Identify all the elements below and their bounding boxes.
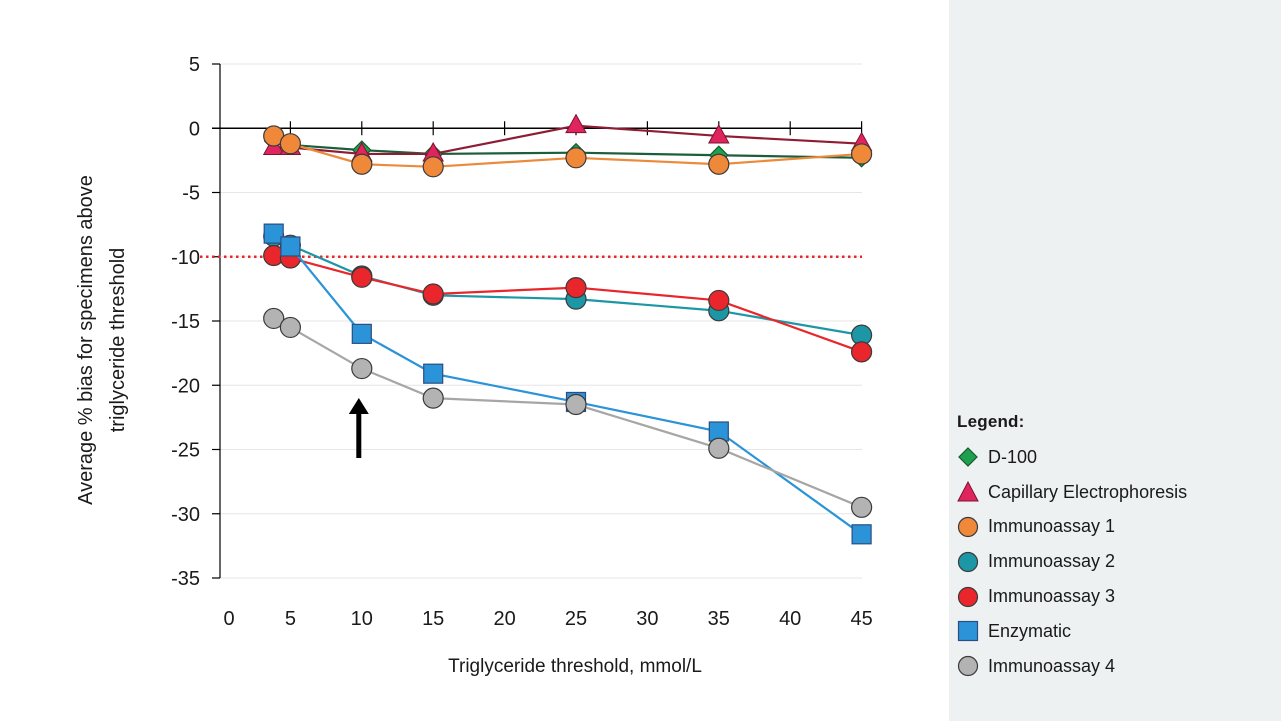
circle-icon: [957, 656, 979, 677]
x-tick-label: 0: [223, 608, 234, 630]
data-point: [708, 289, 730, 312]
gridlines: [212, 63, 862, 579]
y-tick-label: -20: [171, 375, 200, 397]
legend-items: D-100 Capillary Electrophoresis Immunoassa…: [957, 440, 1277, 684]
legend-label: Immunoassay 4: [988, 655, 1116, 676]
legend-label: D-100: [988, 446, 1038, 467]
legend-marker: [957, 621, 979, 642]
series-immunoassay-4: [263, 307, 873, 518]
legend-marker: [958, 447, 978, 468]
series-immunoassay-1: [263, 125, 873, 178]
y-tick-label: -5: [182, 183, 200, 205]
legend-marker: [957, 586, 979, 607]
data-point: [850, 496, 873, 518]
y-tick-label: -35: [171, 568, 200, 590]
legend-label: Immunoassay 1: [988, 516, 1116, 537]
data-point: [263, 307, 285, 330]
x-tick-label: 15: [422, 608, 444, 630]
y-axis-title-line: Average % bias for specimens above: [75, 175, 97, 505]
legend-marker: [957, 516, 979, 538]
y-tick-label: 5: [189, 54, 200, 76]
x-tick-label: 20: [493, 608, 515, 630]
legend-item: Immunoassay 1: [957, 510, 1277, 545]
annotation-group: [348, 398, 369, 458]
data-point: [565, 113, 587, 134]
data-point: [565, 147, 587, 169]
data-point: [565, 393, 587, 416]
data-point: [422, 283, 444, 305]
x-axis-title: Triglyceride threshold, mmol/L: [448, 656, 702, 677]
line-chart: 5 0 -5 -10 -15 -20 -25 -30 -35 0 5 10 15 20 25 30 35 40 45…: [75, 54, 873, 677]
data-point: [708, 437, 730, 459]
legend-label: Capillary Electrophoresis: [988, 481, 1188, 502]
x-tick-label: 30: [636, 608, 658, 630]
x-tick-label: 45: [850, 608, 872, 630]
data-point: [279, 316, 301, 339]
y-tick-label: -10: [171, 247, 200, 269]
data-point: [423, 363, 444, 384]
legend-item: Immunoassay 4: [957, 649, 1277, 684]
legend-label: Immunoassay 3: [988, 586, 1116, 607]
chart-panel: 5 0 -5 -10 -15 -20 -25 -30 -35 0 5 10 15 20 25 30 35 40 45…: [0, 0, 949, 721]
circle-icon: [957, 586, 979, 607]
x-tick-label: 25: [565, 608, 587, 630]
legend-title: Legend:: [957, 412, 1025, 431]
arrow-head: [348, 398, 369, 414]
legend-label: Immunoassay 2: [988, 551, 1116, 572]
legend-item: D-100: [957, 440, 1277, 475]
series-group: [262, 113, 873, 545]
y-tick-label: 0: [189, 118, 200, 140]
x-tick-label: 10: [351, 608, 373, 630]
legend: Legend: D-100 Capillary Electrophoresis Im…: [957, 412, 1277, 684]
legend-marker: [957, 551, 979, 572]
y-tick-label: -30: [171, 504, 200, 526]
y-tick-label: -25: [171, 440, 200, 462]
legend-marker: [957, 481, 979, 502]
data-point: [850, 143, 873, 165]
legend-item: Immunoassay 2: [957, 544, 1277, 579]
circle-icon: [957, 551, 979, 572]
data-point: [851, 524, 872, 545]
x-tick-label: 40: [779, 608, 801, 630]
data-point: [279, 133, 301, 155]
y-axis-title-line: triglyceride threshold: [107, 248, 129, 433]
data-point: [422, 156, 444, 178]
data-point: [351, 323, 372, 344]
legend-label: Enzymatic: [988, 620, 1072, 641]
legend-item: Immunoassay 3: [957, 579, 1277, 614]
data-point: [280, 236, 301, 257]
legend-marker: [957, 656, 979, 677]
circle-icon: [957, 516, 979, 538]
data-point: [565, 276, 587, 299]
legend-item: Capillary Electrophoresis: [957, 475, 1277, 510]
data-point: [263, 223, 284, 244]
triangle-icon: [957, 481, 979, 502]
data-point: [707, 123, 730, 144]
y-tick-label: -15: [171, 311, 200, 333]
data-point: [351, 357, 373, 380]
data-point: [422, 387, 444, 409]
x-tick-label: 35: [708, 608, 730, 630]
data-point: [708, 153, 730, 175]
axis-labels: 5 0 -5 -10 -15 -20 -25 -30 -35 0 5 10 15 20 25 30 35 40 45…: [75, 54, 873, 677]
legend-item: Enzymatic: [957, 614, 1277, 649]
square-icon: [957, 621, 979, 642]
x-tick-label: 5: [285, 608, 296, 630]
data-point: [850, 341, 873, 363]
data-point: [351, 266, 373, 288]
data-point: [351, 153, 373, 175]
diamond-icon: [958, 447, 978, 468]
